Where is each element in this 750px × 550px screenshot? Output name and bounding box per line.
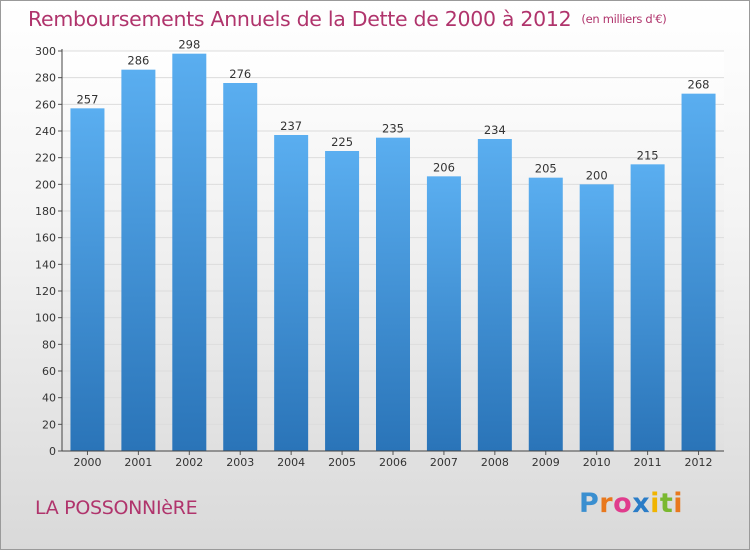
brand-letter: i [650, 488, 660, 519]
y-tick-label: 20 [42, 418, 56, 431]
y-tick-label: 260 [35, 98, 56, 111]
brand-logo: Proxiti [579, 488, 683, 519]
bar [223, 83, 258, 451]
bar [528, 177, 563, 451]
x-tick-label: 2008 [481, 456, 509, 469]
bar-value-label: 276 [229, 67, 251, 81]
x-tick-label: 2001 [124, 456, 152, 469]
y-tick-label: 60 [42, 365, 56, 378]
y-tick-label: 200 [35, 178, 56, 191]
bar [376, 137, 410, 451]
y-tick-label: 80 [42, 338, 56, 351]
x-tick-label: 2006 [379, 456, 407, 469]
bar [681, 93, 716, 452]
chart-unit-label: (en milliers d'€) [581, 12, 667, 26]
y-tick-label: 0 [49, 445, 56, 458]
brand-letter: x [632, 488, 651, 519]
x-tick-label: 2012 [685, 456, 713, 469]
brand-letter: P [579, 488, 600, 519]
x-tick-label: 2002 [175, 456, 203, 469]
bar-value-label: 206 [433, 160, 455, 174]
bars-layer [70, 53, 716, 452]
y-tick-label: 120 [35, 285, 56, 298]
bar [630, 164, 665, 452]
bar-value-label: 215 [637, 148, 659, 162]
y-tick-label: 240 [35, 125, 56, 138]
bar-value-label: 234 [484, 123, 506, 137]
bar [172, 53, 207, 452]
bar-value-label: 200 [586, 168, 608, 182]
y-tick-label: 100 [35, 312, 56, 325]
x-tick-label: 2009 [532, 456, 560, 469]
bar-value-label: 205 [535, 162, 557, 176]
bar [121, 69, 156, 452]
x-tick-label: 2007 [430, 456, 458, 469]
labels-layer: 0 20 40 60 80 100 120 140 160 180 200 220 240 260 280 3… [35, 38, 713, 469]
bar [426, 176, 461, 452]
bar [325, 151, 360, 451]
brand-letter: o [613, 488, 633, 519]
bar-value-label: 257 [76, 92, 98, 106]
y-tick-label: 280 [35, 72, 56, 85]
bar [579, 184, 614, 452]
y-tick-label: 180 [35, 205, 56, 218]
x-tick-label: 2003 [226, 456, 254, 469]
y-tick-label: 140 [35, 258, 56, 271]
bar-value-label: 298 [178, 38, 200, 52]
location-name: LA POSSONNIèRE [35, 497, 198, 519]
x-tick-label: 2011 [634, 456, 662, 469]
bar-value-label: 268 [688, 78, 710, 92]
brand-letter: i [673, 488, 684, 519]
brand-letter: t [659, 488, 674, 519]
chart-title: Remboursements Annuels de la Dette de 20… [28, 7, 667, 31]
bar [70, 108, 105, 451]
bar [477, 139, 512, 451]
brand-letter: r [599, 488, 614, 519]
y-tick-label: 160 [35, 232, 56, 245]
x-tick-label: 2005 [328, 456, 356, 469]
x-tick-label: 2000 [73, 456, 101, 469]
x-tick-label: 2004 [277, 456, 305, 469]
bar-value-label: 237 [280, 119, 302, 133]
x-tick-label: 2010 [583, 456, 611, 469]
bar [274, 135, 309, 451]
y-tick-label: 220 [35, 152, 56, 165]
axis-layer [58, 49, 724, 455]
y-tick-label: 300 [35, 45, 56, 58]
bar-value-label: 235 [382, 122, 404, 136]
y-tick-label: 40 [42, 392, 56, 405]
bar-value-label: 225 [331, 135, 353, 149]
bar-value-label: 286 [127, 54, 149, 68]
chart-title-text: Remboursements Annuels de la Dette de 20… [28, 7, 572, 31]
